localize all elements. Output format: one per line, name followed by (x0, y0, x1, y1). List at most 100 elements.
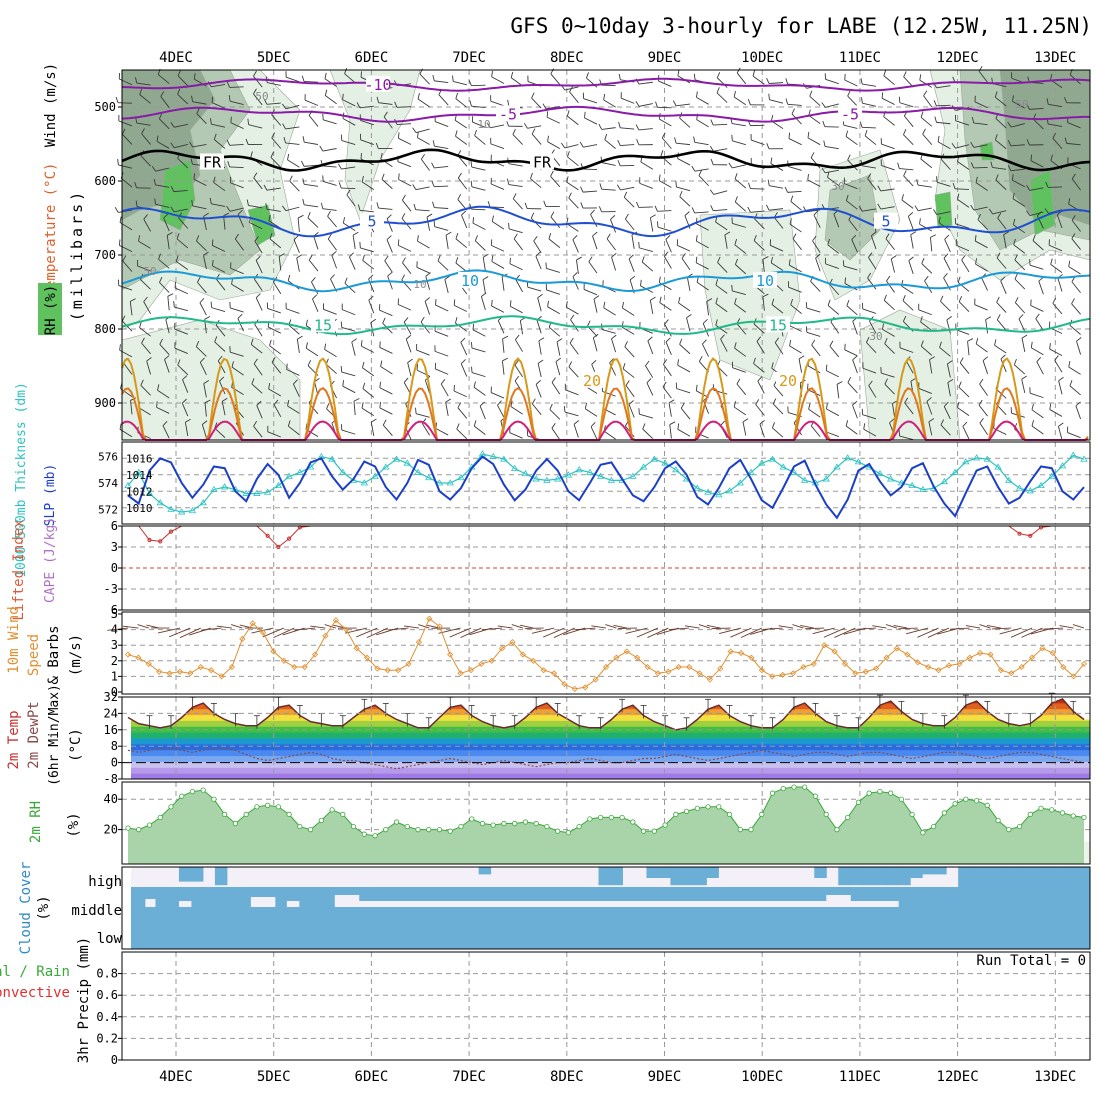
wind-barb-feather (398, 173, 400, 180)
wind-barb-feather (425, 272, 431, 277)
wind-barb-feather (158, 253, 161, 260)
wind-barb-feather (684, 211, 690, 216)
wind-barb (789, 264, 802, 273)
rh2m-point (265, 802, 271, 808)
wind-barb-feather (679, 338, 683, 345)
wind10-point (218, 673, 225, 680)
wind-barb (176, 261, 189, 271)
wind-barb-feather (762, 293, 769, 298)
wind-barb (899, 347, 914, 353)
wind-barb (771, 262, 784, 271)
tick-label: 8 (111, 739, 118, 753)
wind-barb-feather (766, 143, 770, 150)
wind-barb (212, 245, 226, 252)
wind-barb (715, 221, 728, 231)
wind-barb (973, 122, 988, 126)
wind-barb (118, 285, 133, 291)
wind-barb-feather (768, 93, 770, 100)
wind-barb (734, 303, 747, 313)
wind-barb-feather (1068, 360, 1071, 368)
wind-barb-feather (994, 134, 998, 141)
wind-barb (583, 144, 598, 148)
wind-barb (679, 117, 691, 128)
wind-barb-feather (939, 341, 942, 348)
wind-barb-feather (774, 337, 780, 343)
cape-side-label: CAPE (J/kg) (43, 517, 58, 603)
cloud-high-cell (1006, 867, 1019, 887)
wind-barb (479, 405, 486, 420)
wind10-barb (991, 627, 1012, 630)
wind10-point (395, 667, 402, 674)
wind-barb-feather (747, 206, 751, 213)
wind10-point (1070, 673, 1077, 680)
wind-barb (1071, 281, 1081, 294)
wind-barb (852, 404, 858, 419)
wind-barb (787, 190, 802, 193)
wind-barb (325, 95, 337, 105)
wind-barb (455, 238, 468, 249)
wind-barb-feather (1012, 95, 1014, 102)
wind-barb (657, 106, 672, 109)
wind-barb-feather (944, 234, 950, 240)
wind-barb (556, 341, 561, 356)
wind-barb-feather (361, 361, 365, 368)
wind10-point (1018, 663, 1025, 671)
wind-barb (130, 400, 133, 415)
wind-barb (590, 426, 598, 440)
cloud-middle-gap (802, 901, 815, 907)
wind-barb (471, 186, 486, 191)
wind-barb (773, 385, 784, 397)
wind-barb-feather (702, 318, 708, 324)
wind-barb (639, 182, 653, 189)
wind-barb (269, 345, 282, 355)
wind10-point (239, 635, 246, 643)
rh2m-point (598, 814, 604, 821)
wind-barb-feather (491, 255, 494, 262)
wind-barb (417, 240, 430, 249)
wind-barb (583, 289, 598, 296)
wind-barb-feather (642, 423, 646, 430)
thickness-point (553, 475, 562, 482)
thickness-point (446, 479, 454, 486)
wind-barb (734, 347, 747, 357)
wind-barb (769, 99, 784, 104)
wind-barb (184, 422, 189, 437)
wind-barb (788, 166, 802, 171)
wind-barb-feather (695, 256, 698, 263)
wind10-point (841, 660, 849, 667)
wind-barb-feather (327, 233, 332, 240)
wind-barb (937, 141, 951, 150)
wind-barb-feather (293, 235, 299, 241)
wind-barb (229, 144, 244, 146)
cloud-middle-gap (742, 901, 755, 907)
wind-barb (253, 177, 263, 190)
wind-barb (1050, 264, 1063, 273)
wind-barb (790, 304, 802, 314)
wind-barb (734, 244, 747, 254)
wind-barb (509, 432, 523, 439)
wind-barb-feather (460, 359, 466, 364)
rh2m-point (555, 828, 561, 834)
wind-barb-feather (691, 207, 696, 214)
wind-barb-feather (693, 73, 696, 80)
wind-barb-feather (940, 419, 945, 426)
wind10-barb (460, 627, 482, 639)
wind-barb-feather (770, 256, 773, 264)
wind-barb-feather (997, 212, 1002, 219)
wind-barb (696, 223, 709, 231)
wind-barb (792, 238, 802, 251)
wind-barb (545, 106, 560, 110)
cloud-middle-gap (478, 901, 492, 907)
wind-barb (996, 302, 1007, 313)
wind10-point (914, 659, 921, 666)
wind-barb-feather (195, 341, 200, 347)
wind-barb (212, 265, 226, 273)
cloud-high-label: high (88, 874, 122, 890)
thickness-point (639, 463, 648, 470)
wind-barb-feather (765, 204, 770, 211)
wind-barb-feather (302, 178, 305, 185)
wind-barb-feather (139, 321, 142, 328)
wind-barb (681, 258, 691, 271)
cloud-cells (131, 867, 1091, 949)
thickness-point (167, 505, 175, 512)
